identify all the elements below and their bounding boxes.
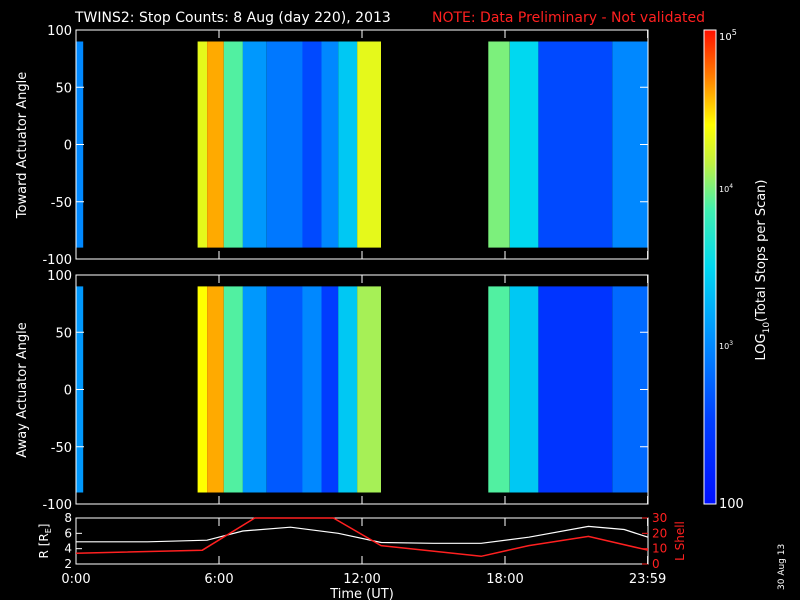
away-heat-cell-6	[302, 286, 322, 493]
toward-heat-cell-5	[266, 41, 303, 248]
away-heat-cell-3	[223, 286, 243, 493]
radius-tick-label: 8	[64, 511, 72, 525]
toward-ytick-label: 0	[64, 139, 72, 154]
away-ytick-label: 100	[47, 269, 72, 284]
radius-tick-label: 2	[64, 557, 72, 571]
toward-panel: 100 50 0 -50 -100 Toward Actuator Angle	[15, 24, 649, 268]
colorbar-tick-1e3: 103	[719, 340, 733, 351]
away-heat-cell-10	[488, 286, 510, 493]
radius-line	[76, 525, 649, 544]
toward-heat-cell-11	[509, 41, 539, 248]
away-ytick-label: 0	[64, 384, 72, 399]
radius-ticks: 86 42	[64, 511, 82, 571]
away-heat-cell-2	[207, 286, 224, 493]
colorbar-tick-1e4: 104	[719, 183, 733, 194]
lshell-tick-label: 0	[652, 557, 660, 571]
xtick-label: 12:00	[343, 572, 380, 587]
away-y-label: Away Actuator Angle	[15, 322, 30, 457]
away-ytick-label: -50	[51, 441, 72, 456]
figure-title: TWINS2: Stop Counts: 8 Aug (day 220), 20…	[74, 10, 391, 26]
radius-axis-label: R [RE]	[37, 524, 53, 559]
toward-heat-cell-3	[223, 41, 243, 248]
toward-heat-cell-4	[242, 41, 267, 248]
preliminary-note: NOTE: Data Preliminary - Not validated	[432, 10, 705, 26]
away-heat-cell-9	[357, 286, 381, 493]
lshell-axis-label: L Shell	[673, 521, 687, 561]
toward-ytick-label: 50	[55, 81, 72, 96]
toward-ytick-label: 100	[47, 24, 72, 39]
lshell-tick-label: 20	[652, 526, 667, 540]
toward-heat-cell-12	[538, 41, 613, 248]
radius-tick-label: 6	[64, 526, 72, 540]
toward-ytick-label: -100	[42, 253, 72, 268]
x-axis-label: Time (UT)	[329, 587, 394, 600]
colorbar-scale	[703, 29, 717, 505]
colorbar-tick-1e5: 105	[719, 28, 737, 43]
toward-heat-cell-2	[207, 41, 224, 248]
away-heat-cell-12	[538, 286, 613, 493]
away-heat-cell-4	[242, 286, 267, 493]
toward-heat-cell-6	[302, 41, 322, 248]
colorbar: 105 104 103 100 LOG10(Total Stops per Sc…	[703, 28, 772, 512]
away-heat-cell-8	[338, 286, 358, 493]
toward-y-label: Toward Actuator Angle	[15, 72, 30, 219]
away-heat-cell-5	[266, 286, 303, 493]
away-panel: 100 50 0 -50 -100 Away Actuator Angle	[15, 269, 649, 513]
xtick-label: 18:00	[486, 572, 523, 587]
toward-heat-cell-1	[197, 41, 208, 248]
colorbar-label: LOG10(Total Stops per Scan)	[754, 180, 772, 361]
away-y-ticks: 100 50 0 -50 -100	[42, 269, 648, 513]
away-heat-cell-7	[321, 286, 339, 493]
toward-y-ticks: 100 50 0 -50 -100	[42, 24, 648, 268]
away-ytick-label: 50	[55, 326, 72, 341]
lshell-tick-label: 10	[652, 542, 667, 556]
toward-heat-cell-9	[357, 41, 381, 248]
toward-heat-cell-8	[338, 41, 358, 248]
toward-heat-cell-10	[488, 41, 510, 248]
toward-ytick-label: -50	[51, 196, 72, 211]
xtick-label: 23:59	[629, 572, 666, 587]
toward-heat-cell-7	[321, 41, 339, 248]
lshell-line	[75, 517, 649, 558]
colorbar-tick-100: 100	[719, 497, 744, 512]
x-axis-ticks: 0:00 6:00 12:00 18:00 23:59	[61, 30, 666, 587]
radius-tick-label: 4	[64, 542, 72, 556]
away-heatmap	[76, 286, 649, 493]
away-heat-cell-1	[197, 286, 208, 493]
xtick-label: 6:00	[204, 572, 233, 587]
xtick-label: 0:00	[61, 572, 90, 587]
lshell-tick-label: 30	[652, 511, 667, 525]
toward-heatmap	[76, 41, 649, 248]
away-ytick-label: -100	[42, 498, 72, 513]
away-heat-cell-11	[509, 286, 539, 493]
generation-date-stamp: 30 Aug 13	[777, 544, 787, 590]
